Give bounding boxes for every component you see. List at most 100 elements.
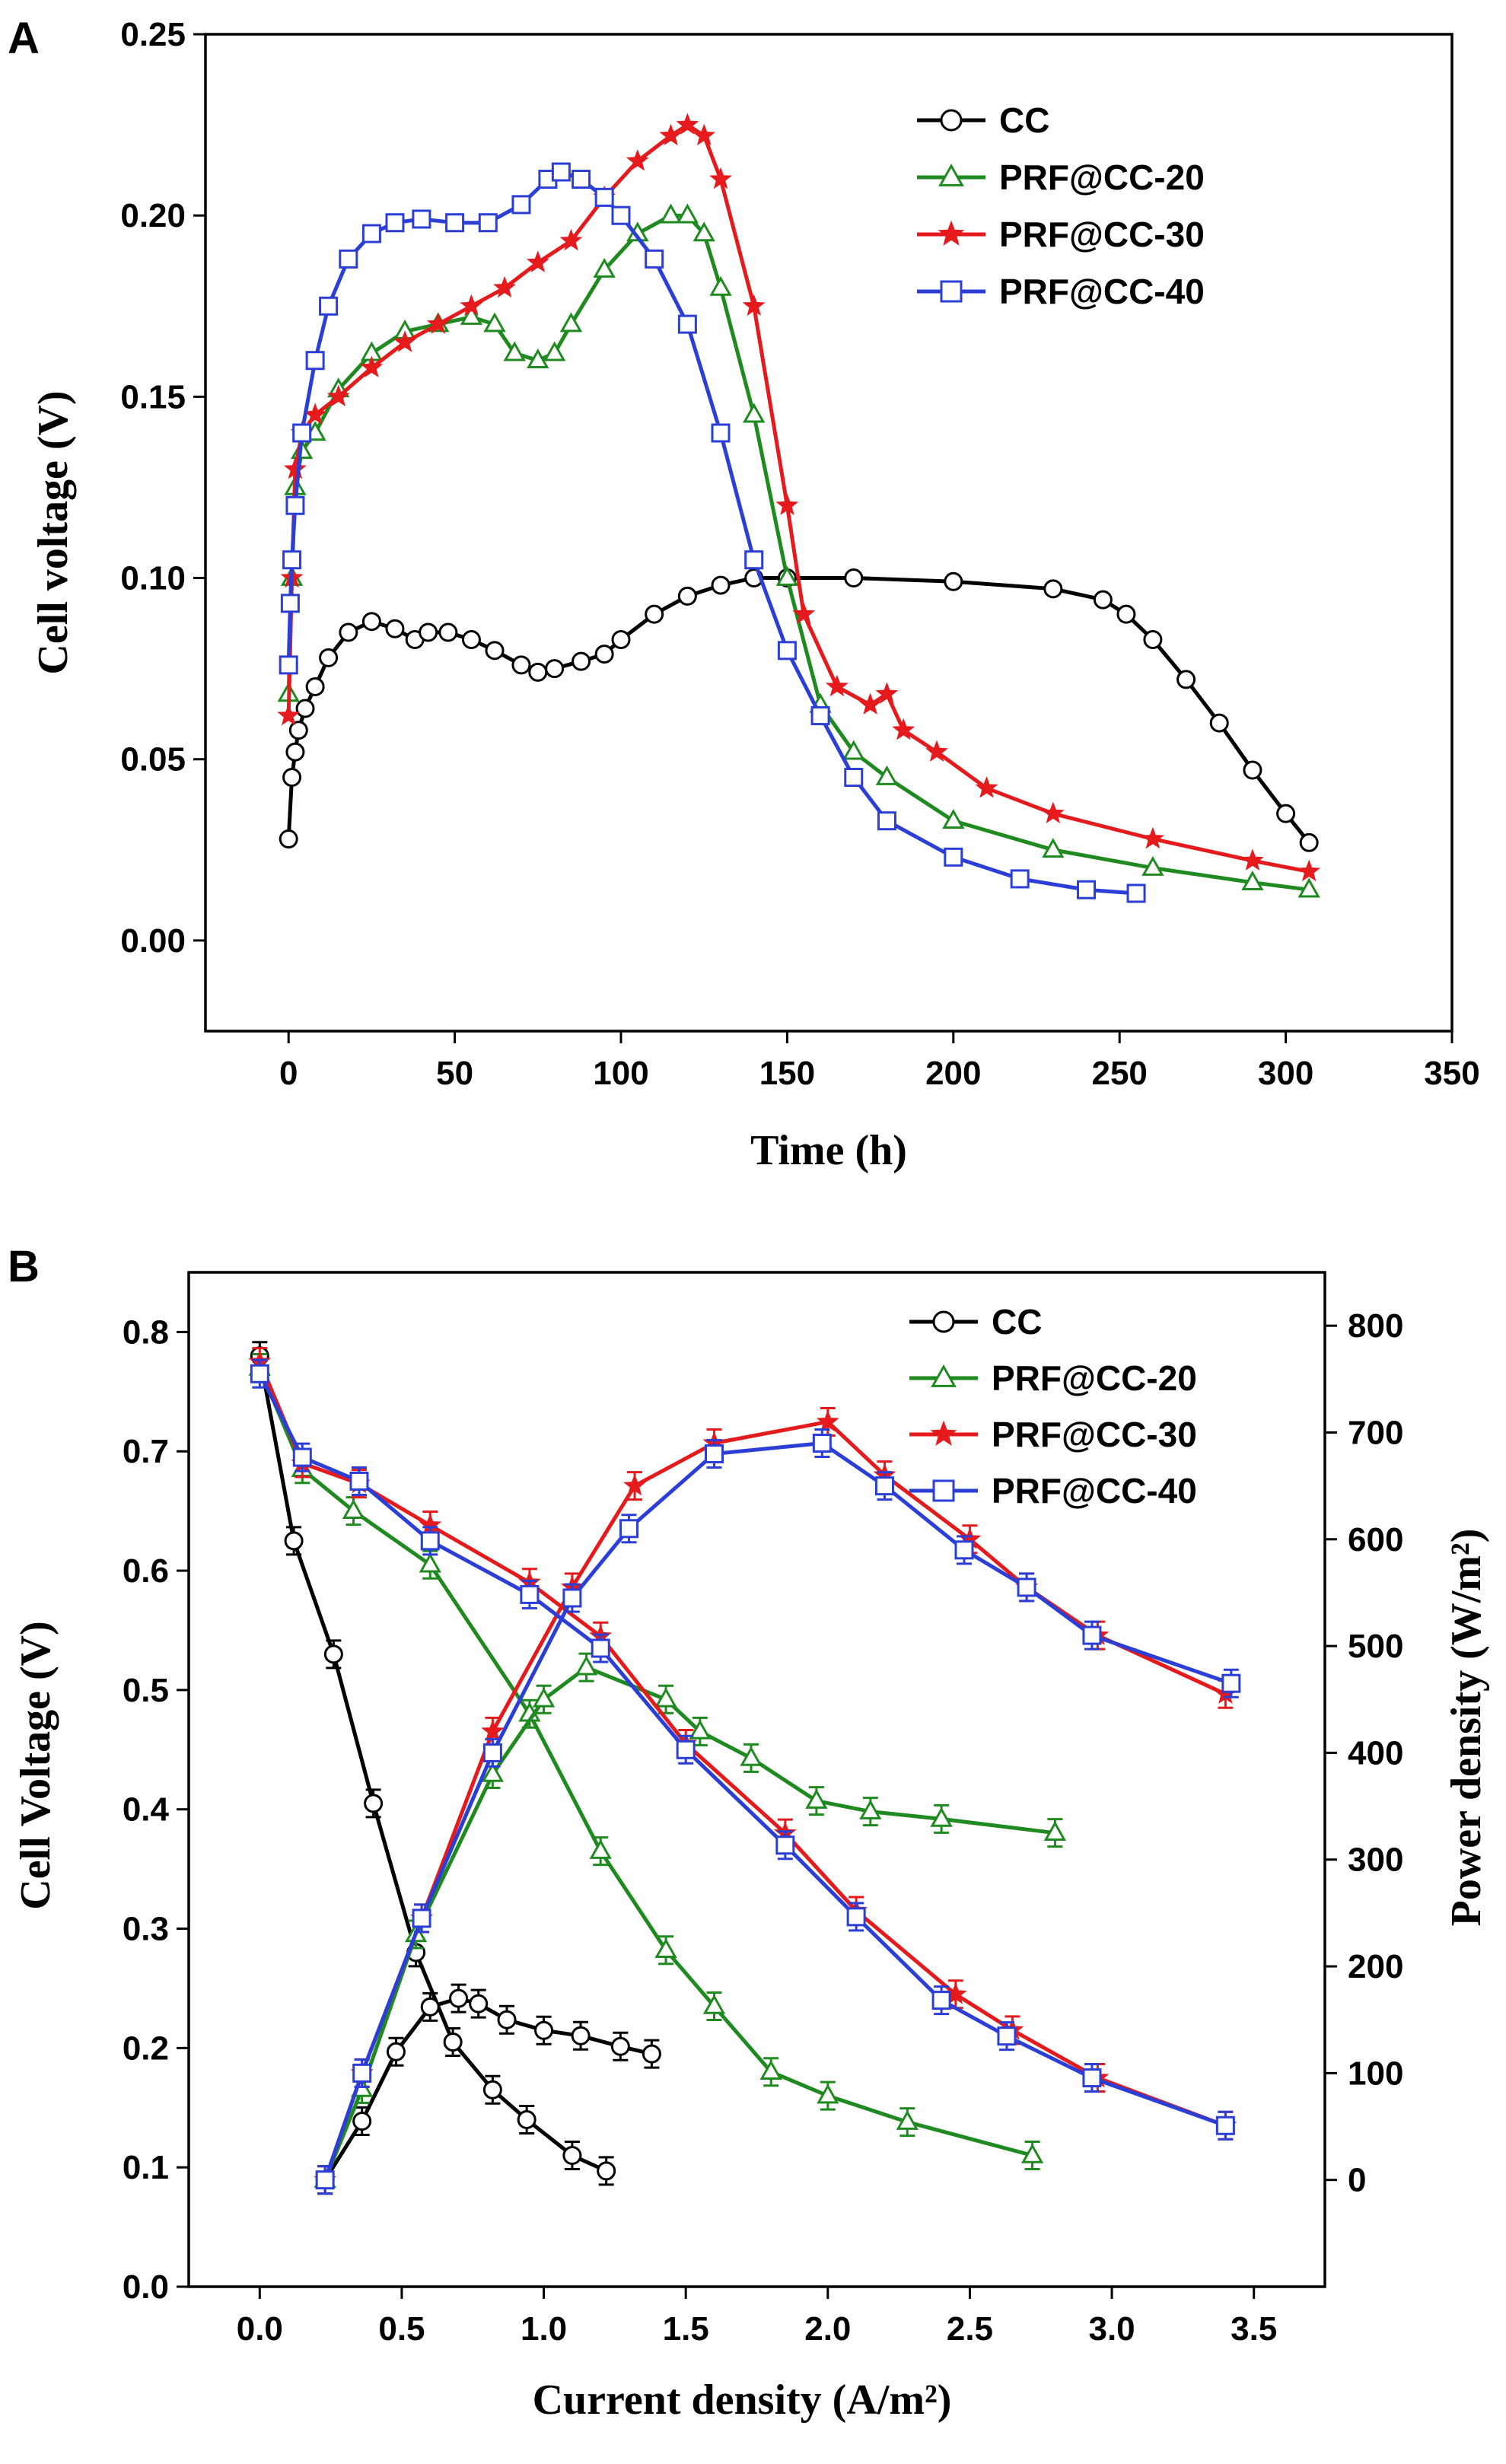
panel-a-prf-cc-30-point <box>742 294 766 316</box>
panel-a-cc-point <box>1176 670 1196 689</box>
panel-a-prf-cc-20-point <box>543 341 566 361</box>
panel-b-cc-power-point <box>642 2044 661 2064</box>
left-y-tick-label: 0.6 <box>123 1552 169 1590</box>
panel-a-prf-cc-20-point <box>659 203 683 224</box>
panel-a-prf-cc-20-point <box>1297 877 1320 898</box>
panel-b-x-axis-title: Current density (A/m²) <box>533 2376 952 2424</box>
panel-a-prf-cc-40-point <box>305 351 325 371</box>
panel-a-prf-cc-30-point <box>875 682 899 704</box>
panel-a-cc-point <box>1209 713 1229 733</box>
panel-a-cc-point <box>461 630 481 650</box>
panel-b-cc-voltage-point <box>517 2109 536 2129</box>
legend-prf-cc-40-marker <box>940 280 963 303</box>
panel-b-cc-power-point <box>610 2036 630 2056</box>
panel-a-prf-cc-30-point <box>326 384 350 407</box>
panel-a-prf-cc-20-point <box>527 349 549 369</box>
panel-b-prf-cc-40-power-point <box>562 1588 582 1608</box>
panel-b-right-y-axis-title: Power density (W/m²) <box>1443 1529 1490 1927</box>
panel-a-prf-cc-30-point <box>559 228 583 251</box>
panel-a-prf-cc-40-point <box>511 195 531 215</box>
panel-b-prf-cc-40-power-point <box>619 1519 639 1539</box>
legend-prf-cc-30-label: PRF@CC-30 <box>992 1415 1197 1454</box>
panel-a-prf-cc-30-point <box>825 674 849 697</box>
panel-a-prf-cc-40-point <box>572 170 591 189</box>
panel-a-cc-point <box>285 742 305 762</box>
legend-prf-cc-30-label: PRF@CC-30 <box>999 215 1205 254</box>
x-tick-label: 0.5 <box>378 2310 425 2348</box>
x-tick-label: 1.0 <box>521 2310 567 2348</box>
y-tick-label: 0.05 <box>120 741 186 778</box>
panel-a-prf-cc-40-point <box>385 213 405 233</box>
panel-a-prf-cc-40-point <box>279 655 298 675</box>
panel-a-prf-cc-40-point <box>611 205 631 225</box>
panel-a-cc-point <box>1143 630 1163 650</box>
right-y-tick-label: 800 <box>1348 1307 1403 1345</box>
panel-b-prf-cc-40-power-point <box>315 2170 335 2190</box>
panel-b-prf-cc-40-voltage-point <box>997 2026 1017 2046</box>
x-tick-label: 300 <box>1258 1055 1313 1092</box>
panel-a-prf-cc-30-point <box>659 123 683 146</box>
panel-a-cc-point <box>677 586 697 606</box>
panel-b-prf-cc-20-voltage-point <box>759 2060 782 2080</box>
x-tick-label: 1.5 <box>663 2310 709 2348</box>
panel-a-cc-point <box>528 662 548 682</box>
left-y-tick-label: 0.8 <box>123 1313 169 1351</box>
legend-prf-cc-30-marker <box>938 220 965 246</box>
panel-a-prf-cc-40-point <box>280 594 300 613</box>
panel-b-ticks: 0.0 0.5 1.0 1.5 2.0 2.5 3.0 3.5 0.0 0.1 0.2 0.3 0.4 0… <box>123 1307 1404 2348</box>
panel-a-prf-cc-40-point <box>777 641 797 661</box>
legend-prf-cc-20-label: PRF@CC-20 <box>992 1358 1197 1398</box>
panel-a-letter: A <box>8 14 40 63</box>
panel-b-cc-power-point <box>420 1997 440 2017</box>
panel-b-prf-cc-20-voltage-point <box>419 1552 441 1573</box>
panel-b-prf-cc-40-voltage-point <box>292 1447 312 1467</box>
panel-a-prf-cc-30-point <box>360 355 384 377</box>
panel-a-cc-point <box>1116 604 1136 624</box>
panel-a-cc-point <box>711 575 731 595</box>
panel-a-prf-cc-40-point <box>677 314 697 334</box>
legend-prf-cc-20-marker <box>931 1364 957 1387</box>
panel-a-prf-cc-30-point <box>775 493 799 515</box>
panel-a-prf-cc-40-point <box>285 495 305 515</box>
panel-b-cc-voltage-line <box>257 1355 607 2173</box>
legend-prf-cc-20-marker <box>938 163 964 186</box>
panel-b-prf-cc-40-power-point <box>1082 1625 1102 1645</box>
panel-a-prf-cc-40-point <box>944 847 963 867</box>
panel-b-cc-voltage-point <box>482 2080 502 2099</box>
panel-b: B 0.0 0.5 1.0 1.5 2.0 2.5 3.0 3.50.00.10.20.30.… <box>8 1242 1490 2424</box>
panel-a-cc-point <box>385 619 405 638</box>
panel-a-prf-cc-20-point <box>559 312 583 333</box>
panel-a-prf-cc-20-point <box>842 740 865 760</box>
panel-a-prf-cc-30-point <box>1141 826 1164 849</box>
left-y-tick-label: 0.3 <box>123 1911 169 1948</box>
panel-a-cc-point <box>339 622 358 642</box>
panel-a-prf-cc-40-point <box>744 550 764 570</box>
left-y-tick-label: 0.2 <box>123 2029 169 2067</box>
panel-a-cc-point <box>319 648 339 667</box>
panel-a-prf-cc-20-point <box>1141 855 1164 876</box>
panel-a-prf-cc-30-point <box>709 167 732 189</box>
panel-b-prf-cc-20-power-point <box>859 1799 882 1819</box>
panel-a-cc-point <box>1276 804 1296 823</box>
panel-b-prf-cc-20-power-point <box>689 1719 712 1740</box>
panel-a-prf-cc-30-point <box>975 776 998 798</box>
panel-b-cc-voltage-point <box>284 1531 304 1551</box>
panel-a-x-axis-title: Time (h) <box>750 1127 907 1174</box>
panel-a-cc-point <box>279 829 298 849</box>
panel-b-prf-cc-40-power-point <box>1017 1577 1036 1597</box>
panel-a-prf-cc-20-point <box>693 221 715 242</box>
right-y-tick-label: 600 <box>1348 1521 1403 1558</box>
panel-a-prf-cc-40-point <box>412 209 431 229</box>
panel-a-y-axis-title: Cell voltage (V) <box>30 390 77 674</box>
panel-a-prf-cc-40-point <box>551 162 571 182</box>
panel-a-prf-cc-40-point <box>877 811 896 831</box>
y-tick-label: 0.10 <box>120 560 186 597</box>
panel-a-prf-cc-30-point <box>526 250 549 272</box>
panel-a-prf-cc-30-point <box>693 123 716 146</box>
panel-a-cc-point <box>511 655 531 675</box>
panel-a-prf-cc-40-point <box>282 550 302 570</box>
panel-a-cc-point <box>361 612 381 632</box>
panel-a-prf-cc-40-point <box>844 768 864 788</box>
panel-a-prf-cc-30-point <box>892 718 915 740</box>
